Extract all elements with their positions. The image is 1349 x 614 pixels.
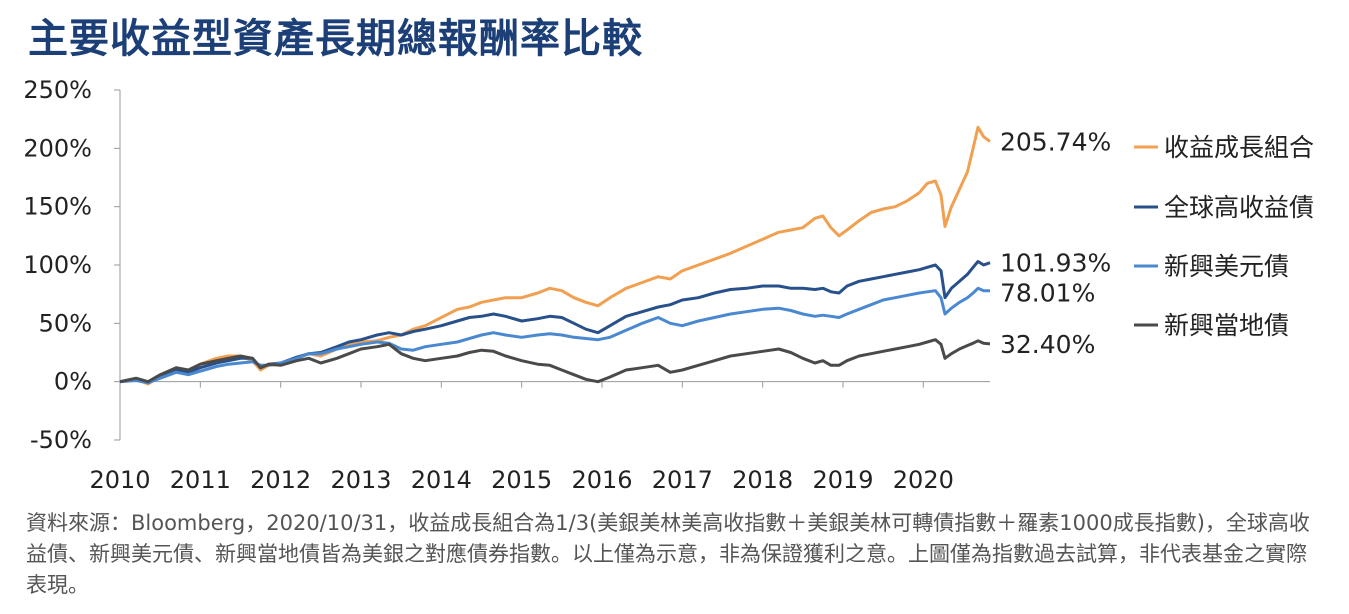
x-tick-label: 2018 bbox=[732, 466, 793, 494]
source-note: 資料來源：Bloomberg，2020/10/31，收益成長組合為1/3(美銀美… bbox=[26, 511, 1310, 597]
x-tick-label: 2019 bbox=[812, 466, 873, 494]
x-tick-label: 2010 bbox=[89, 466, 150, 494]
y-tick-label: 50% bbox=[39, 309, 92, 337]
y-tick-label: -50% bbox=[30, 426, 92, 454]
y-tick-label: 0% bbox=[54, 368, 92, 396]
y-tick-label: 200% bbox=[23, 134, 92, 162]
series-line-1 bbox=[119, 125, 991, 386]
series-end-label: 205.74% bbox=[1000, 128, 1111, 157]
chart-axes: 250% 200% 150% 100% 50% 0% -50% 2010 2011 2012 201… bbox=[23, 76, 990, 494]
line-chart: 250% 200% 150% 100% 50% 0% -50% 2010 2011 2012 201… bbox=[23, 76, 1314, 494]
chart-end-labels: 205.74% 101.93%78.01% 32.40% bbox=[1000, 128, 1111, 359]
y-tick-label: 250% bbox=[23, 76, 92, 104]
x-tick-label: 2014 bbox=[411, 466, 472, 494]
page-title: 主要收益型資產長期總報酬率比較 bbox=[28, 16, 643, 62]
x-tick-label: 2015 bbox=[491, 466, 552, 494]
legend-label-3: 新興美元債 bbox=[1164, 252, 1289, 281]
series-end-label: 101.93% bbox=[1000, 249, 1111, 278]
y-tick-label: 150% bbox=[23, 193, 92, 221]
x-tick-label: 2012 bbox=[250, 466, 311, 494]
x-tick-label: 2020 bbox=[893, 466, 954, 494]
x-tick-label: 2013 bbox=[330, 466, 391, 494]
x-tick-label: 2011 bbox=[170, 466, 231, 494]
x-tick-label: 2016 bbox=[571, 466, 632, 494]
series-line-2 bbox=[119, 260, 991, 384]
x-tick-label: 2017 bbox=[652, 466, 713, 494]
series-line-4 bbox=[119, 338, 991, 384]
legend-label-2: 全球高收益債 bbox=[1164, 193, 1314, 222]
series-end-label: 78.01% bbox=[1000, 279, 1095, 308]
chart-series-lines bbox=[119, 125, 991, 386]
legend-label-4: 新興當地債 bbox=[1164, 311, 1289, 340]
series-end-label: 32.40% bbox=[1000, 330, 1095, 359]
legend-label-1: 收益成長組合 bbox=[1164, 133, 1314, 162]
y-tick-label: 100% bbox=[23, 251, 92, 279]
